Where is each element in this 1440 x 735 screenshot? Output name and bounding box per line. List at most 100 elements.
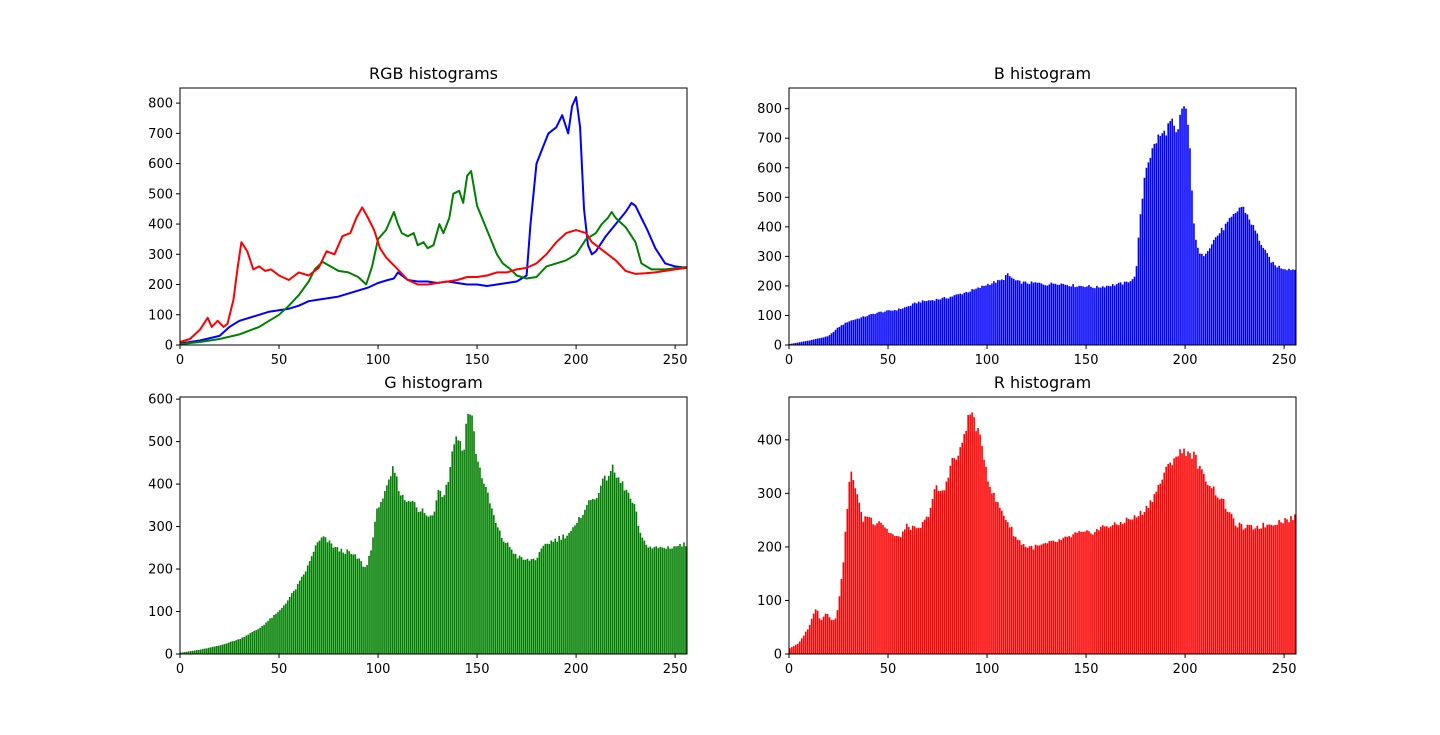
histogram-bar bbox=[1080, 531, 1082, 654]
x-tick-label: 250 bbox=[663, 353, 688, 368]
histogram-bar bbox=[423, 512, 426, 654]
histogram-bar bbox=[1115, 284, 1118, 345]
histogram-bar bbox=[1165, 466, 1168, 654]
histogram-bar bbox=[1240, 207, 1243, 345]
histogram-bar bbox=[534, 560, 537, 654]
histogram-bar bbox=[366, 565, 368, 654]
histogram-bar bbox=[975, 288, 977, 345]
histogram-bar bbox=[239, 638, 242, 654]
histogram-bar bbox=[502, 541, 505, 654]
histogram-bar bbox=[866, 516, 868, 654]
histogram-bar bbox=[989, 486, 991, 654]
histogram-bar bbox=[392, 466, 394, 654]
histogram-bar bbox=[1086, 286, 1088, 345]
histogram-bar bbox=[892, 534, 894, 654]
histogram-bar bbox=[384, 491, 386, 654]
y-tick: 100 bbox=[757, 309, 789, 324]
y-tick-label: 200 bbox=[148, 278, 173, 293]
histogram-bar bbox=[336, 547, 339, 654]
histogram-bar bbox=[1078, 531, 1080, 654]
histogram-bar bbox=[860, 317, 863, 345]
histogram-bar bbox=[611, 464, 614, 654]
histogram-bar bbox=[655, 546, 658, 654]
histogram-bar bbox=[1092, 287, 1094, 345]
histogram-bar bbox=[915, 303, 918, 345]
histogram-bar bbox=[878, 521, 880, 654]
histogram-bar bbox=[1012, 278, 1015, 345]
axes-frame bbox=[179, 87, 688, 346]
histogram-bar bbox=[1151, 148, 1154, 345]
histogram-bar bbox=[1030, 545, 1033, 654]
histogram-bar bbox=[1050, 282, 1053, 345]
histogram-bar bbox=[419, 511, 422, 654]
histogram-bar bbox=[326, 542, 329, 654]
histogram-bar bbox=[1004, 274, 1007, 345]
x-tick: 0 bbox=[176, 654, 184, 677]
histogram-bar bbox=[344, 553, 347, 654]
histogram-bar bbox=[1022, 543, 1025, 654]
x-tick-label: 50 bbox=[880, 662, 897, 677]
histogram-bar bbox=[1212, 486, 1215, 654]
histogram-bar bbox=[850, 471, 853, 654]
histogram-bar bbox=[231, 641, 234, 654]
histogram-bar bbox=[1244, 528, 1247, 654]
histogram-bar bbox=[919, 527, 922, 654]
histogram-bar bbox=[844, 531, 847, 654]
histogram-bar bbox=[909, 529, 912, 654]
histogram-bar bbox=[1129, 519, 1132, 654]
histogram-bar bbox=[1074, 532, 1076, 654]
histogram-bar bbox=[1167, 463, 1169, 654]
histogram-bar bbox=[473, 431, 475, 654]
histogram-bar bbox=[496, 527, 499, 654]
histogram-bar bbox=[685, 546, 687, 654]
histogram-bar bbox=[526, 558, 529, 654]
y-tick-label: 600 bbox=[148, 157, 173, 172]
histogram-bar bbox=[1084, 531, 1086, 654]
axes-frame bbox=[788, 396, 1297, 655]
histogram-bar bbox=[947, 477, 950, 654]
histogram-bar bbox=[955, 294, 958, 345]
histogram-bar bbox=[866, 316, 868, 345]
histogram-bar bbox=[896, 310, 898, 345]
x-tick: 50 bbox=[880, 654, 897, 677]
x-tick: 200 bbox=[1173, 654, 1198, 677]
histogram-bar bbox=[233, 640, 236, 654]
histogram-bar bbox=[370, 550, 372, 654]
y-tick-label: 200 bbox=[757, 279, 782, 294]
histogram-bar bbox=[455, 436, 458, 654]
histogram-bar bbox=[439, 490, 442, 654]
histogram-bar bbox=[1139, 510, 1142, 654]
histogram-bar bbox=[590, 499, 592, 654]
histogram-bar bbox=[1224, 508, 1227, 654]
histogram-bar bbox=[925, 516, 928, 654]
histogram-bar bbox=[330, 543, 333, 654]
histogram-bar bbox=[1034, 544, 1037, 654]
y-tick-label: 100 bbox=[757, 594, 782, 609]
histogram-bar bbox=[1149, 157, 1152, 345]
histogram-bar bbox=[615, 477, 618, 654]
histogram-bar bbox=[275, 613, 277, 654]
y-tick: 400 bbox=[148, 478, 180, 493]
chart-title: R histogram bbox=[994, 373, 1091, 392]
histogram-bar bbox=[799, 641, 801, 654]
histogram-bar bbox=[1294, 269, 1296, 345]
histogram-bar bbox=[991, 493, 993, 654]
histogram-bar bbox=[180, 652, 182, 654]
histogram-bar bbox=[354, 554, 357, 654]
y-tick-label: 500 bbox=[148, 187, 173, 202]
histogram-bar bbox=[1002, 279, 1005, 345]
histogram-bar bbox=[380, 501, 382, 654]
histogram-bar bbox=[207, 647, 210, 654]
histogram-bar bbox=[1102, 525, 1104, 654]
x-tick-label: 0 bbox=[785, 353, 793, 368]
histogram-bar bbox=[1098, 287, 1100, 345]
histogram-bar bbox=[1040, 544, 1043, 654]
histogram-bar bbox=[1109, 526, 1112, 654]
histogram-bar bbox=[1189, 453, 1191, 654]
histogram-bar bbox=[675, 546, 677, 654]
histogram-bar bbox=[631, 502, 634, 654]
histogram-bar bbox=[1121, 523, 1124, 654]
histogram-bar bbox=[921, 300, 924, 345]
histogram-bar bbox=[211, 646, 214, 654]
histogram-bar bbox=[987, 481, 989, 654]
